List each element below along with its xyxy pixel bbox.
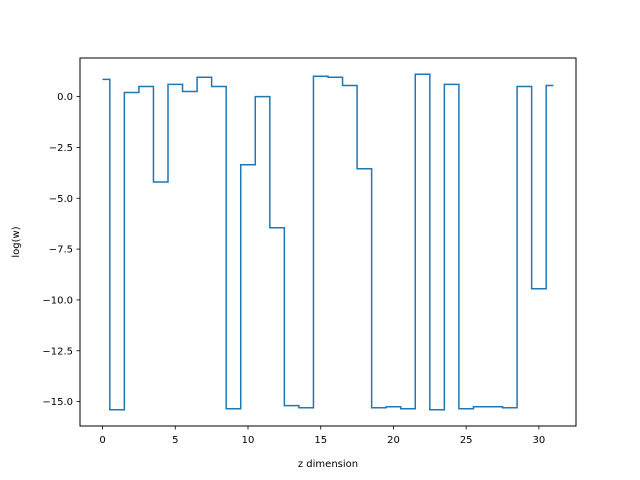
y-tick-label: −5.0: [49, 194, 73, 205]
y-tick-label: −12.5: [42, 346, 73, 357]
y-tick-label: 0.0: [57, 92, 73, 103]
x-tick-label: 20: [387, 435, 400, 446]
y-tick-label: −7.5: [49, 245, 73, 256]
x-tick-label: 5: [172, 435, 178, 446]
x-tick-label: 30: [533, 435, 546, 446]
x-tick-label: 25: [460, 435, 473, 446]
y-axis: 0.0 −2.5 −5.0 −7.5 −10.0 −12.5 −15.0: [42, 92, 80, 408]
x-tick-label: 10: [242, 435, 255, 446]
x-axis: 0 5 10 15 20 25 30: [99, 426, 545, 446]
y-axis-label: log(w): [11, 226, 22, 257]
x-axis-label: z dimension: [298, 459, 358, 470]
y-tick-label: −2.5: [49, 143, 73, 154]
x-tick-label: 15: [314, 435, 327, 446]
axes-frame: [79, 57, 577, 427]
series-line-0: [102, 73, 554, 411]
x-tick-label: 0: [99, 435, 105, 446]
series-layer: [102, 73, 554, 411]
y-tick-label: −10.0: [42, 295, 73, 306]
y-tick-label: −15.0: [42, 397, 73, 408]
